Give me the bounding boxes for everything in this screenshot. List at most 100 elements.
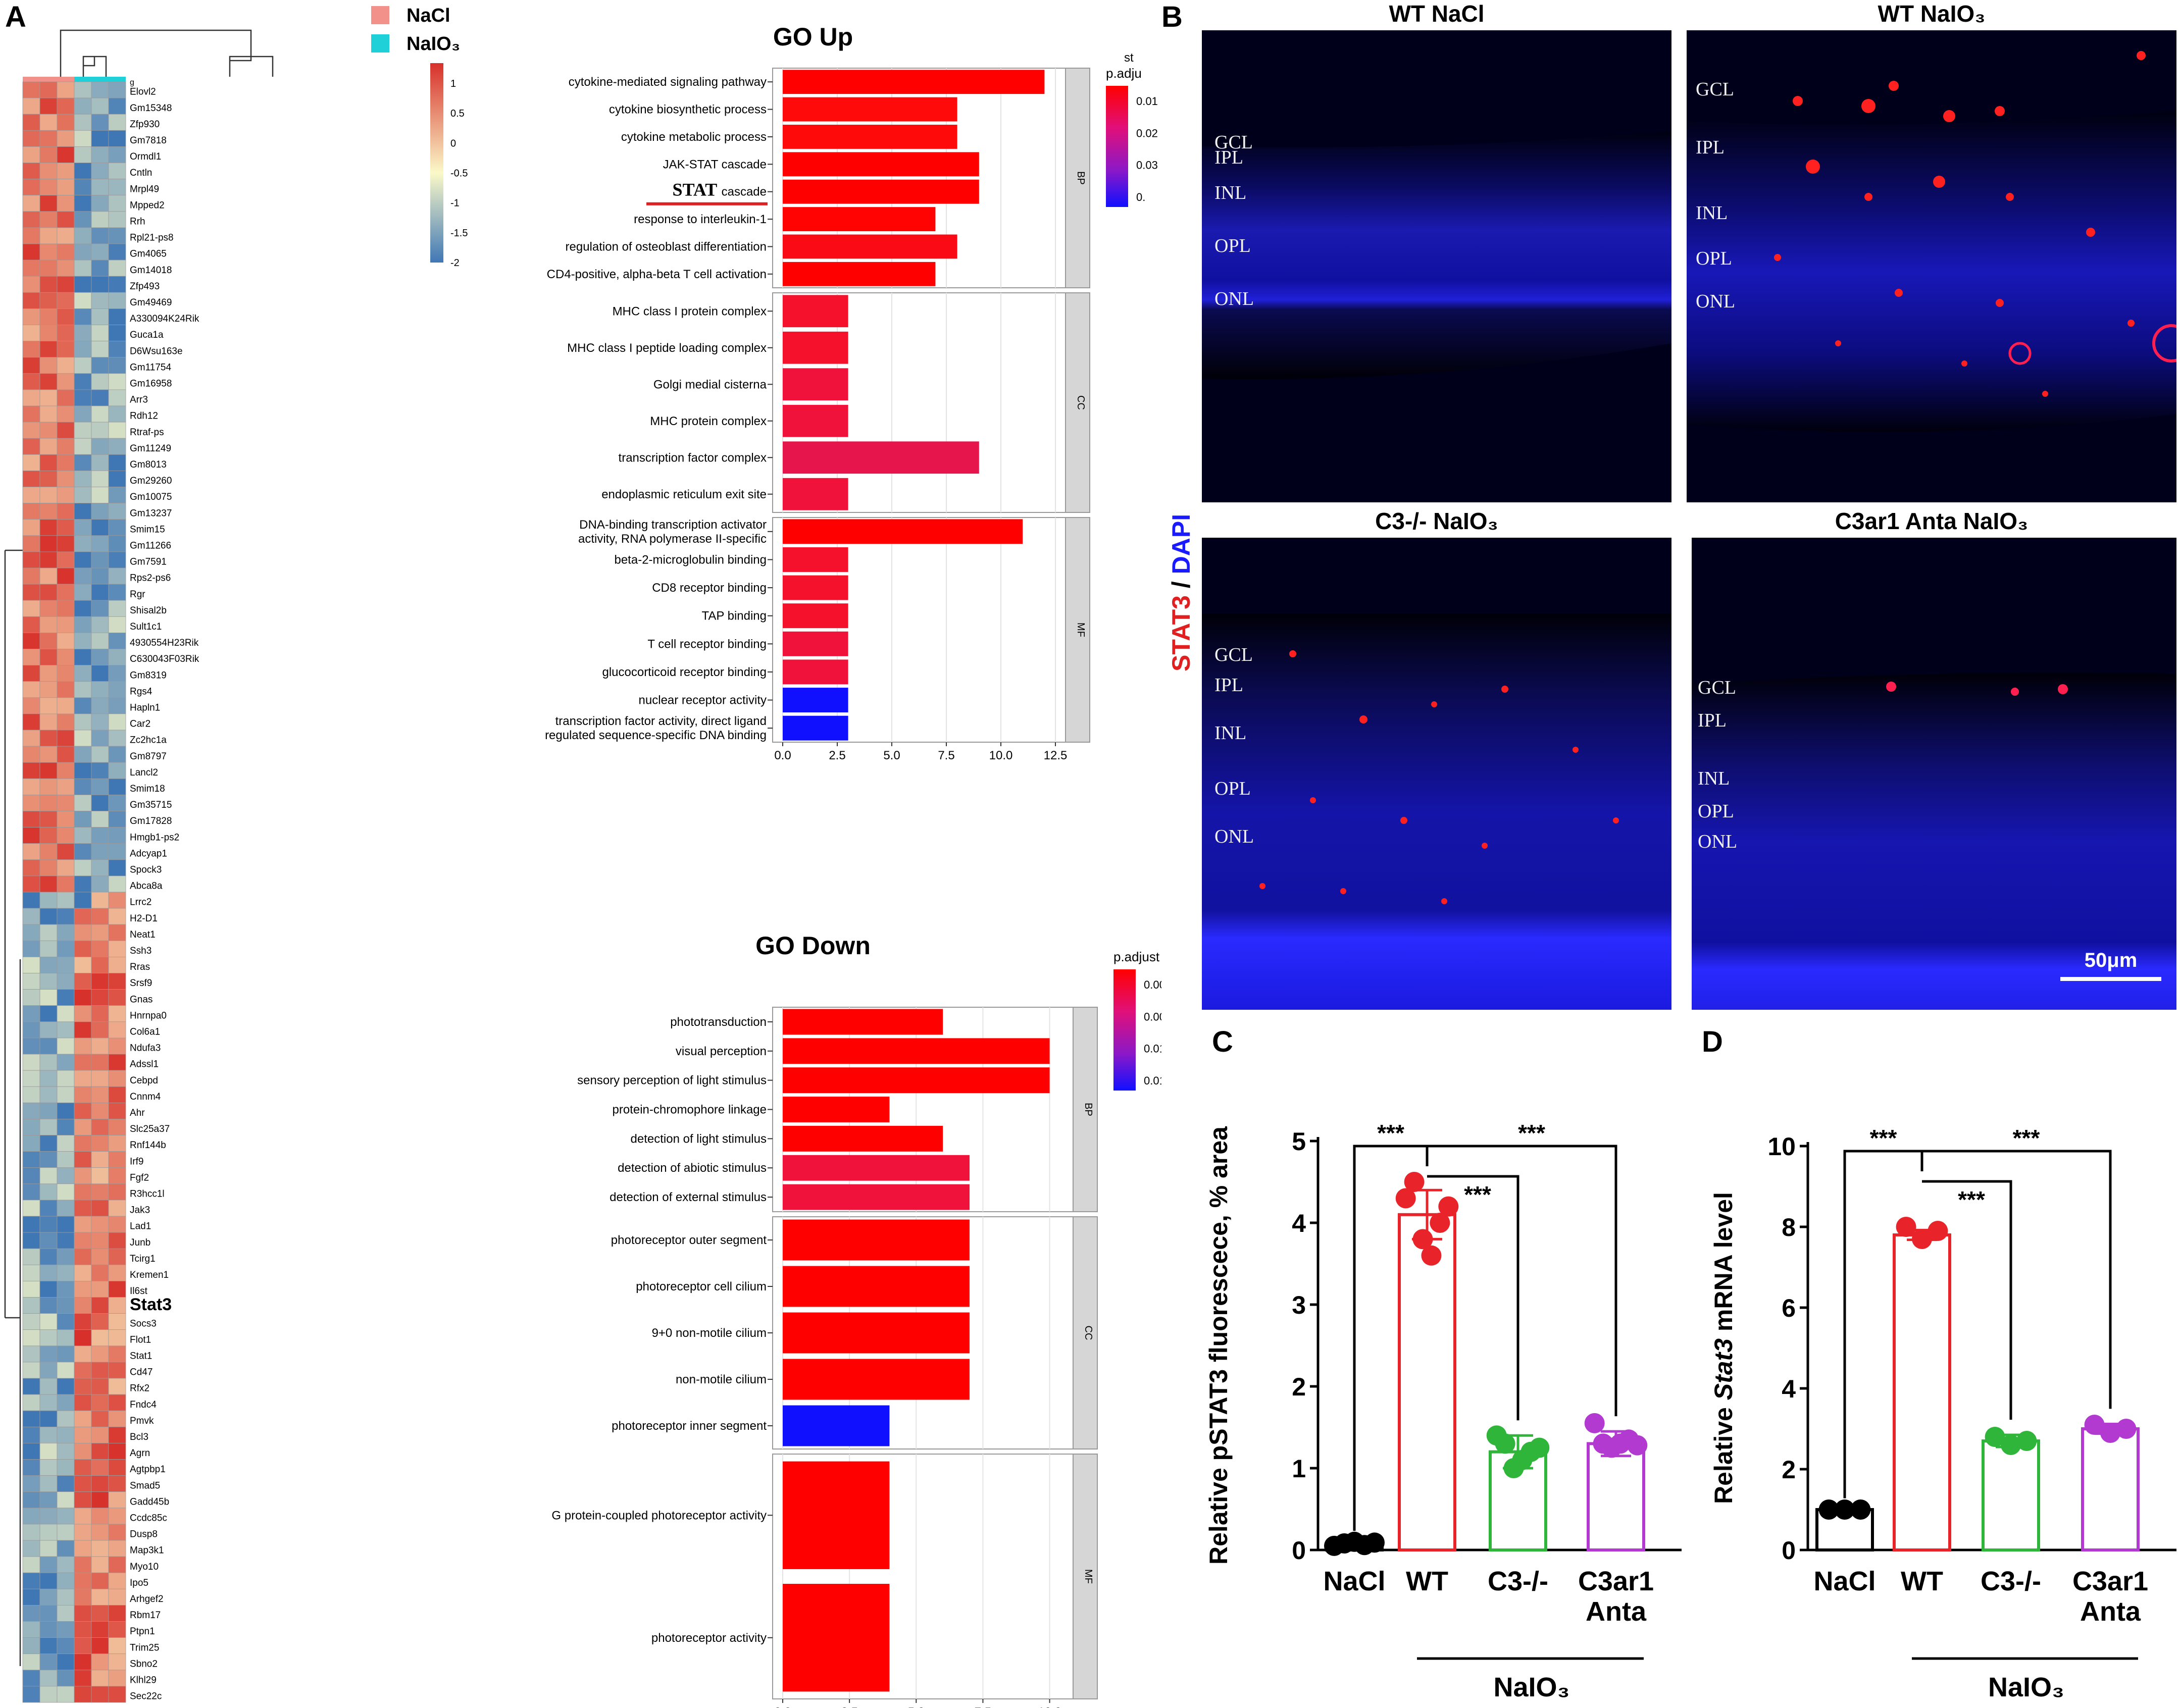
layer-inl: INL: [1696, 202, 1728, 224]
heatmap-cell: [91, 827, 109, 844]
heatmap-cell: [57, 1345, 75, 1363]
gene-label: Gm7818: [130, 135, 167, 146]
heatmap-cell: [91, 260, 109, 277]
heatmap-cell: [108, 649, 126, 665]
heatmap-cell: [22, 1621, 40, 1638]
heatmap-cell: [57, 778, 75, 795]
heatmap-cell: [91, 1329, 109, 1347]
heatmap-cell: [108, 405, 126, 423]
gene-label: Sbno2: [130, 1659, 158, 1669]
heatmap-cell: [74, 389, 92, 406]
heatmap-cell: [39, 487, 58, 503]
heatmap-cell: [22, 989, 40, 1006]
layer-gcl: GCL: [1698, 677, 1736, 698]
heatmap-cell: [57, 227, 75, 244]
layer-onl: ONL: [1698, 831, 1738, 852]
gene-label: Agrn: [130, 1448, 150, 1459]
heatmap-cell: [91, 1410, 109, 1427]
heatmap-cell: [74, 1686, 92, 1703]
heatmap-cell: [57, 600, 75, 617]
gene-label: Gm8013: [130, 459, 167, 470]
x-tick-label: 12.5: [1044, 749, 1068, 762]
heatmap-cell: [74, 1167, 92, 1184]
legend-tick: 0.: [1136, 191, 1145, 203]
heatmap-cell: [39, 1200, 58, 1217]
heatmap-cell: [22, 1216, 40, 1233]
layer-inl: INL: [1698, 768, 1730, 789]
heatmap-cell: [108, 681, 126, 698]
heatmap-cell: [91, 1345, 109, 1363]
heatmap-cell: [22, 195, 40, 212]
heatmap-cell: [91, 1556, 109, 1573]
go-term-label: phototransduction: [670, 1015, 767, 1029]
heatmap-cell: [74, 859, 92, 876]
data-point: [1495, 1433, 1515, 1454]
heatmap-cell: [74, 1394, 92, 1411]
go-term-label: detection of abiotic stimulus: [618, 1161, 767, 1175]
heatmap-cell: [91, 1362, 109, 1379]
heatmap-cell: [74, 730, 92, 747]
heatmap-cell: [39, 1556, 58, 1573]
heatmap-cell: [22, 875, 40, 893]
heatmap-cell: [22, 471, 40, 487]
y-tick-label: 2: [1292, 1373, 1306, 1401]
heatmap-cell: [108, 308, 126, 325]
gene-label: Adssl1: [130, 1059, 159, 1070]
heatmap-cell: [57, 1297, 75, 1314]
heatmap-cell: [39, 357, 58, 374]
go-term-label: cytokine biosynthetic process: [609, 103, 767, 117]
heatmap-cell: [39, 827, 58, 844]
heatmap-cell: [39, 1524, 58, 1541]
heatmap-cell: [39, 1021, 58, 1039]
heatmap-cell: [39, 81, 58, 98]
heatmap-cell: [57, 1232, 75, 1249]
heatmap-cell: [22, 341, 40, 358]
heatmap-cell: [39, 519, 58, 536]
heatmap-cell: [91, 114, 109, 131]
gene-label: Rps2-ps6: [130, 573, 171, 584]
heatmap-cell: [91, 713, 109, 731]
heatmap-cell: [22, 1426, 40, 1443]
heatmap-cell: [74, 1200, 92, 1217]
heatmap-cell: [91, 616, 109, 633]
heatmap-cell: [57, 1394, 75, 1411]
heatmap-cell: [108, 795, 126, 811]
heatmap-cell: [39, 1637, 58, 1654]
gene-label: Pmvk: [130, 1416, 154, 1426]
heatmap-cell: [108, 260, 126, 277]
gene-label: D6Wsu163e: [130, 346, 183, 356]
heatmap-cell: [74, 600, 92, 617]
heatmap-cell: [39, 1264, 58, 1281]
heatmap-cell: [57, 1556, 75, 1573]
heatmap-cell: [74, 1280, 92, 1298]
heatmap-cell: [74, 1005, 92, 1022]
heatmap-cell: [39, 1540, 58, 1557]
heatmap-cell: [91, 1637, 109, 1654]
heatmap-cell: [91, 1151, 109, 1168]
heatmap-cell: [39, 551, 58, 568]
gene-label: Cnnm4: [130, 1092, 161, 1102]
heatmap-cell: [108, 567, 126, 585]
go-term-label: Golgi medial cisterna: [653, 378, 767, 391]
heatmap-cell: [108, 1200, 126, 1217]
heatmap-cell: [57, 795, 75, 811]
heatmap-cell: [57, 681, 75, 698]
heatmap-cell: [57, 146, 75, 163]
heatmap-cell: [57, 487, 75, 503]
heatmap-cell: [57, 989, 75, 1006]
data-point: [2116, 1419, 2137, 1439]
heatmap-cell: [108, 292, 126, 309]
data-point: [2084, 1415, 2105, 1435]
heatmap-cell: [108, 487, 126, 503]
gene-label: Gm17828: [130, 816, 172, 826]
y-tick-label: 4: [1782, 1375, 1796, 1403]
layer-onl: ONL: [1696, 291, 1736, 312]
heatmap-cell: [74, 535, 92, 552]
heatmap-cell: [39, 114, 58, 131]
gene-label: Gm49469: [130, 297, 172, 308]
heatmap-cell: [91, 859, 109, 876]
heatmap-cell: [57, 908, 75, 925]
heatmap-cell: [91, 584, 109, 601]
heatmap-cell: [57, 1102, 75, 1119]
y-axis-label: Relative Stat3 mRNA level: [1709, 1192, 1738, 1504]
